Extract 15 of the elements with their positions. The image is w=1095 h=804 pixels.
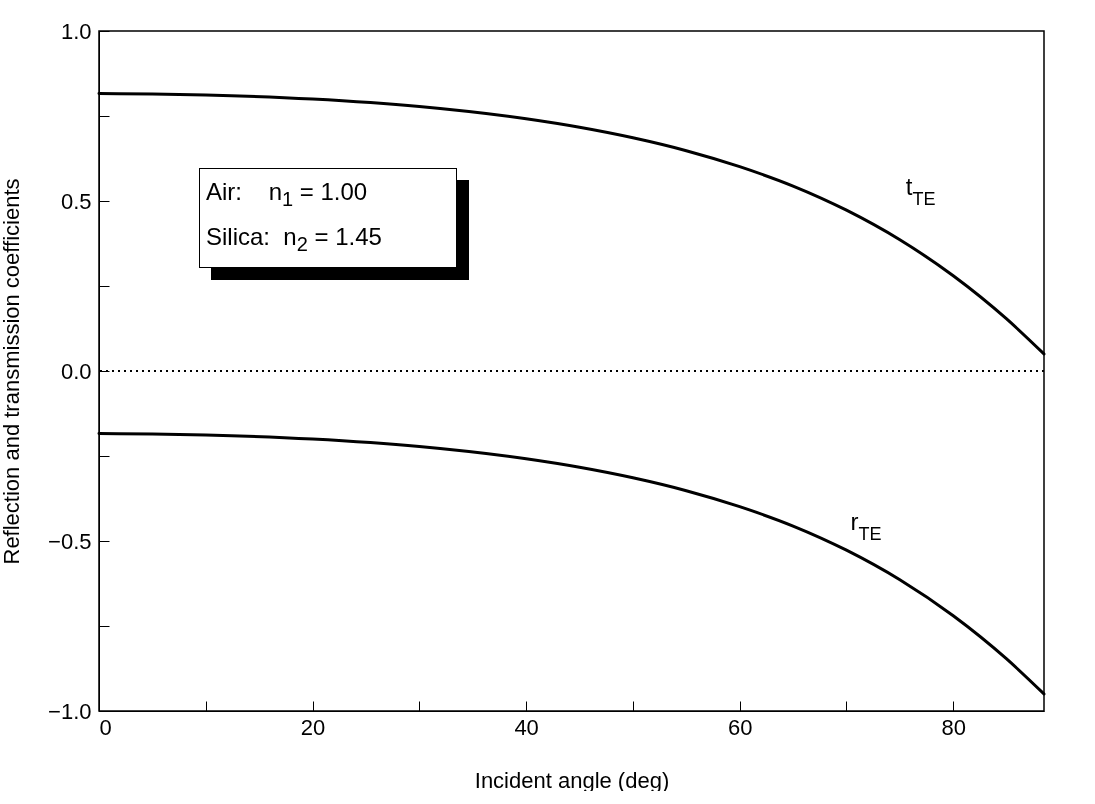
x-tick-label: 20: [300, 714, 326, 740]
y-tick-label: −0.5: [48, 528, 92, 554]
y-tick-label: 0.5: [60, 188, 92, 214]
y-tick-label: 1.0: [60, 18, 92, 44]
series-label: t$_{TE}$: [905, 172, 936, 209]
annotation: Air: n$_{1}$ = 1.00: [206, 177, 369, 212]
x-tick-label: 60: [727, 714, 753, 740]
x-tick-label: 80: [941, 714, 966, 740]
x-tick-label: 0: [99, 714, 112, 740]
series-label: r$_{TE}$: [850, 508, 882, 545]
x-tick-label: 40: [514, 714, 539, 740]
y-tick-label: −1.0: [48, 698, 92, 724]
annotation: Silica: n$_{2}$ = 1.45: [206, 221, 383, 257]
y-tick-label: 0.0: [60, 358, 92, 384]
y-axis-title: Reflection and transmission coefficients: [0, 178, 25, 565]
